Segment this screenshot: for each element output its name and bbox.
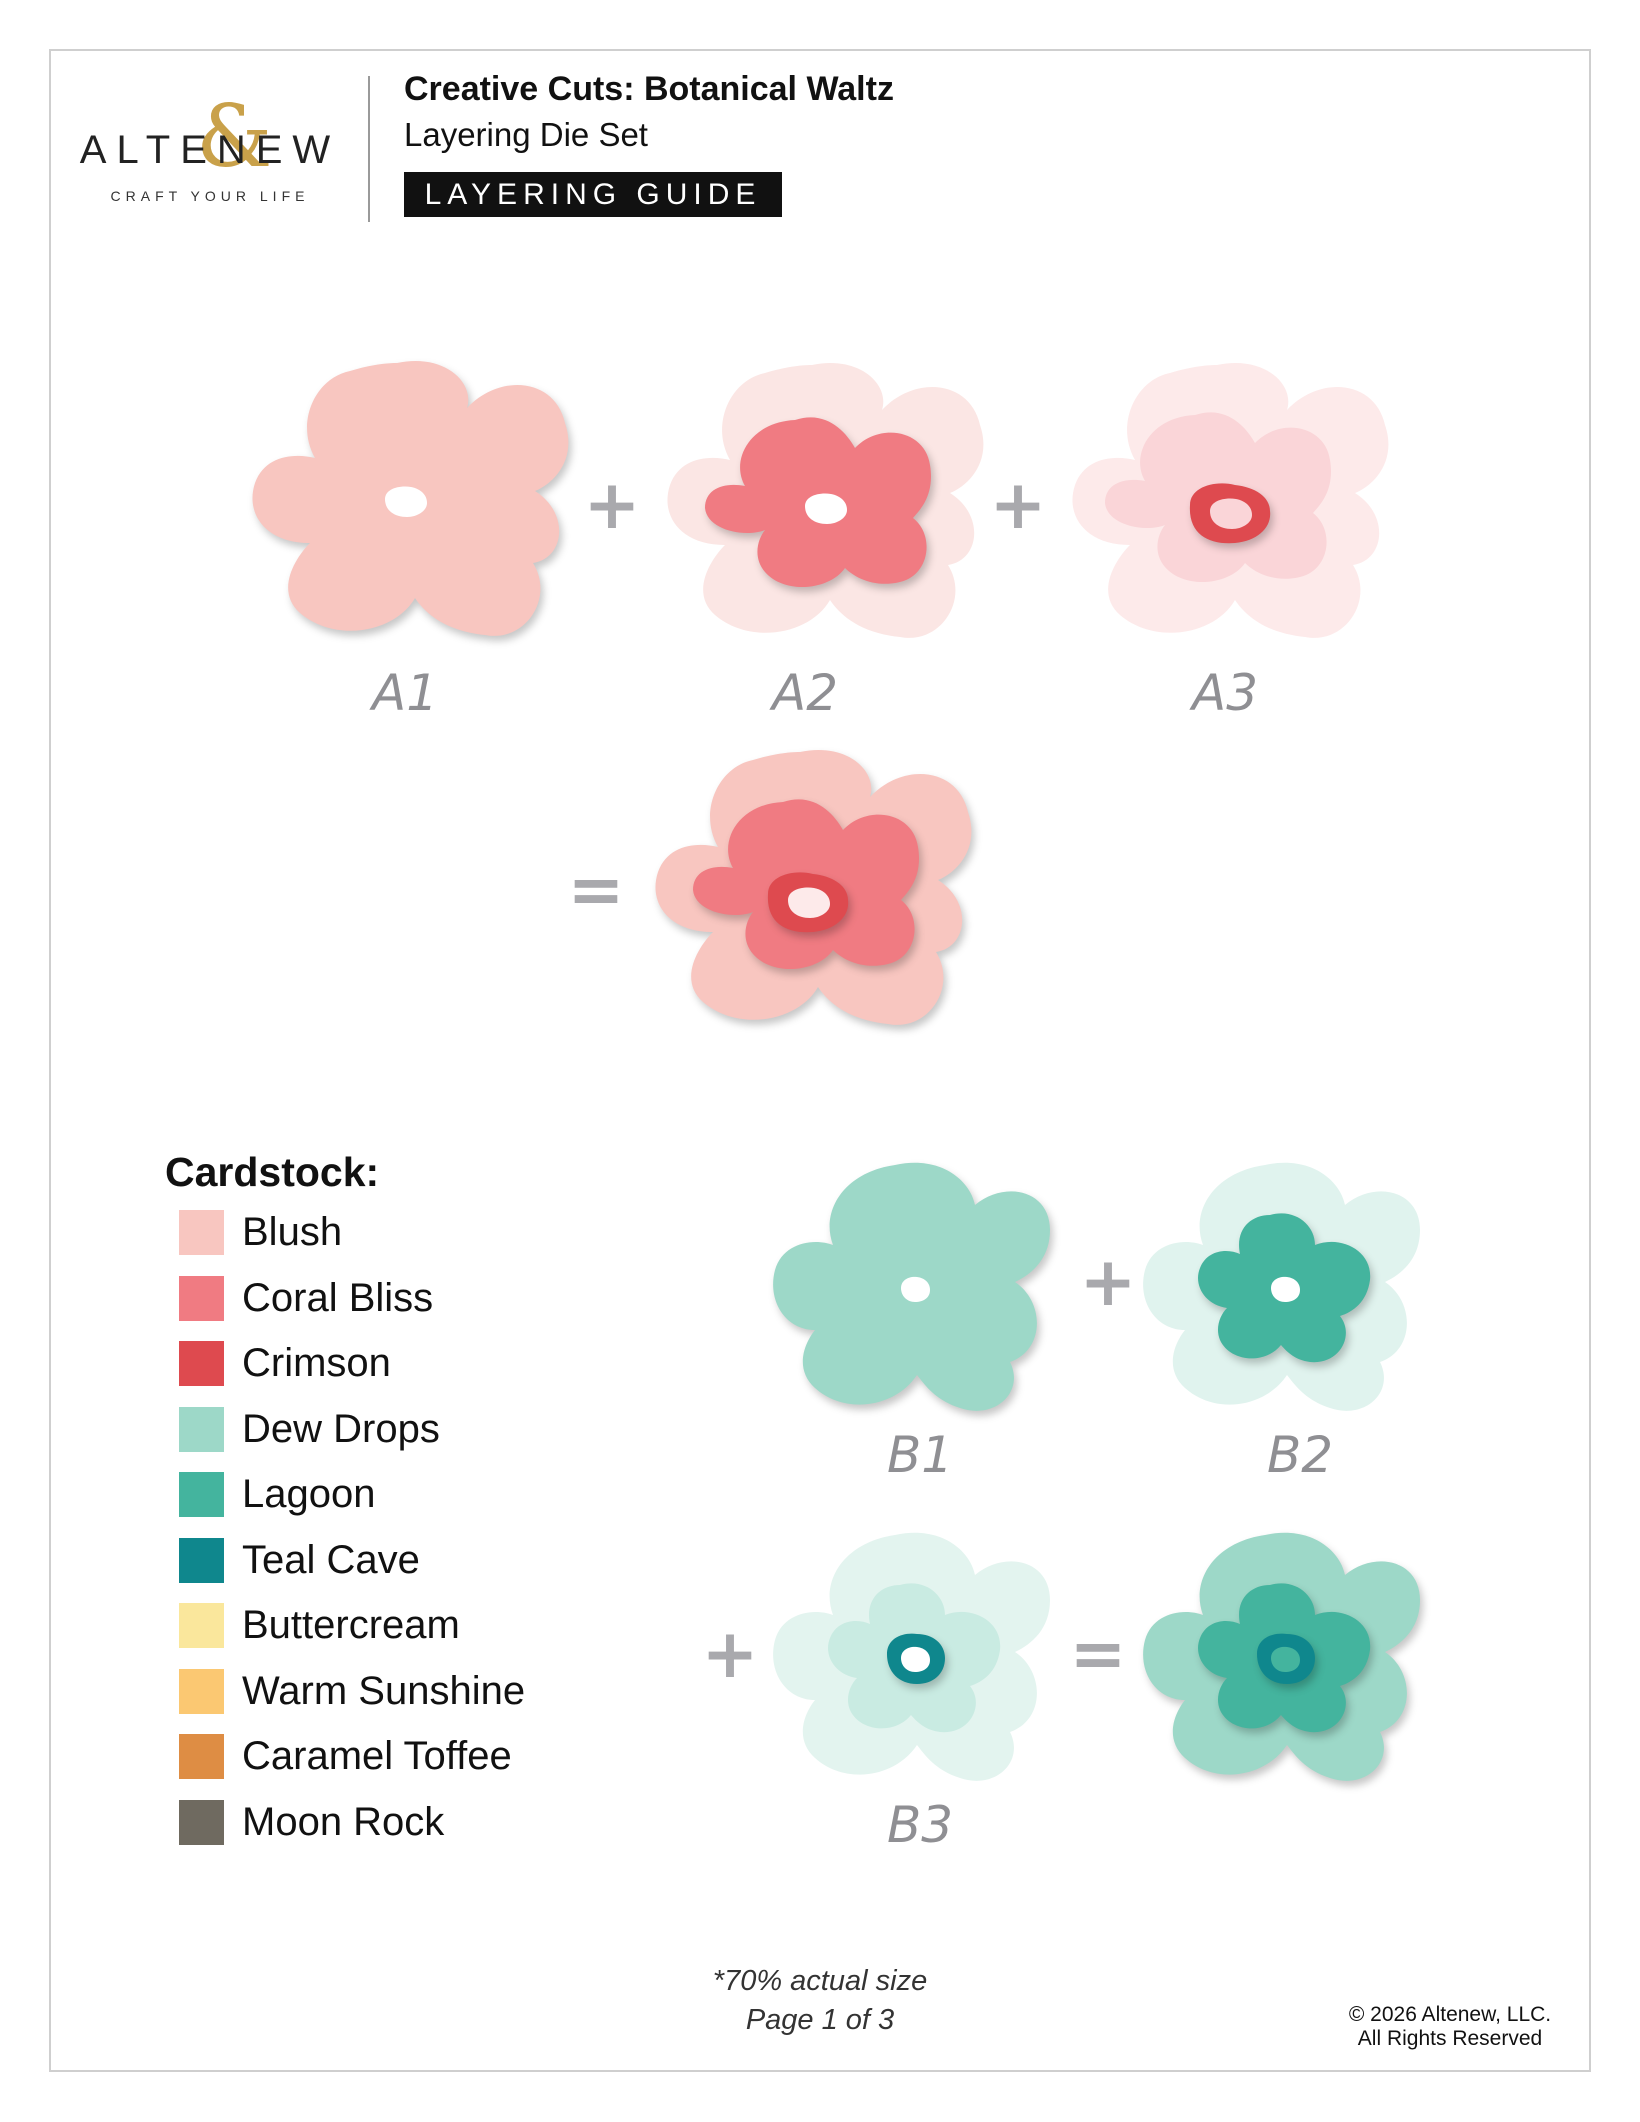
layer-label-b2: B2 — [1267, 1426, 1333, 1484]
cardstock-name: Teal Cave — [242, 1537, 420, 1582]
layer-label-a1: A1 — [369, 664, 438, 722]
flower-a1 — [252, 361, 569, 636]
cardstock-name: Blush — [242, 1210, 343, 1255]
logo-tagline: CRAFT YOUR LIFE — [110, 188, 310, 204]
rights-reserved: All Rights Reserved — [1357, 2027, 1543, 2050]
product-subtitle: Layering Die Set — [404, 116, 648, 153]
color-swatch — [179, 1537, 224, 1583]
flower-b-assembled — [1143, 1532, 1420, 1781]
cardstock-name: Lagoon — [242, 1472, 376, 1517]
cardstock-name: Moon Rock — [242, 1799, 445, 1844]
header-divider — [368, 76, 370, 222]
cardstock-name: Dew Drops — [242, 1406, 440, 1451]
color-swatch — [179, 1603, 224, 1649]
cardstock-item: Warm Sunshine — [165, 1659, 625, 1725]
color-swatch — [179, 1799, 224, 1845]
logo-wordmark: ALTENEW — [79, 128, 341, 172]
cardstock-legend: Cardstock: Blush Coral Bliss Crimson Dew Dr… — [165, 1148, 625, 1855]
cardstock-heading: Cardstock: — [165, 1149, 380, 1195]
flower-b1 — [773, 1162, 1050, 1411]
cardstock-item: Caramel Toffee — [165, 1724, 625, 1790]
cardstock-item: Crimson — [165, 1331, 625, 1397]
plus-sign: + — [584, 466, 641, 545]
color-swatch — [179, 1734, 224, 1780]
color-swatch — [179, 1341, 224, 1387]
color-swatch — [179, 1275, 224, 1321]
flower-b2 — [1143, 1162, 1420, 1411]
equals-sign: = — [1070, 1615, 1127, 1694]
plus-sign: + — [702, 1615, 759, 1694]
logo-monogram: & — [196, 87, 273, 187]
cardstock-name: Crimson — [242, 1341, 391, 1386]
copyright: © 2026 Altenew, LLC. — [1348, 2003, 1552, 2026]
color-swatch — [179, 1668, 224, 1714]
scale-note: *70% actual size — [712, 1965, 928, 1997]
cardstock-item: Dew Drops — [165, 1397, 625, 1463]
layering-guide-banner: LAYERING GUIDE — [404, 172, 782, 217]
page-number: Page 1 of 3 — [745, 2004, 895, 2036]
layer-label-a2: A2 — [769, 664, 838, 722]
layer-label-b1: B1 — [887, 1426, 953, 1484]
cardstock-name: Warm Sunshine — [242, 1668, 526, 1713]
cardstock-item: Teal Cave — [165, 1528, 625, 1594]
color-swatch — [179, 1472, 224, 1518]
cardstock-name: Caramel Toffee — [242, 1734, 512, 1779]
flower-b3 — [773, 1532, 1050, 1781]
altenew-logo: & ALTENEW CRAFT YOUR LIFE — [74, 90, 346, 210]
cardstock-list: Blush Coral Bliss Crimson Dew Drops Lagoon Te… — [165, 1200, 625, 1855]
flower-a3 — [1072, 363, 1389, 638]
color-swatch — [179, 1210, 224, 1256]
product-title: Creative Cuts: Botanical Waltz — [404, 70, 894, 108]
flower-a2 — [667, 363, 984, 638]
color-swatch — [179, 1406, 224, 1452]
cardstock-item: Lagoon — [165, 1462, 625, 1528]
page-frame — [49, 49, 1591, 2072]
cardstock-item: Blush — [165, 1200, 625, 1266]
layer-label-a3: A3 — [1189, 664, 1258, 722]
cardstock-item: Buttercream — [165, 1593, 625, 1659]
cardstock-name: Coral Bliss — [242, 1275, 434, 1320]
cardstock-item: Moon Rock — [165, 1790, 625, 1856]
flower-a-assembled — [655, 750, 972, 1025]
plus-sign: + — [990, 466, 1047, 545]
layer-label-b3: B3 — [887, 1796, 953, 1854]
equals-sign: = — [568, 851, 625, 930]
cardstock-item: Coral Bliss — [165, 1266, 625, 1332]
cardstock-name: Buttercream — [242, 1603, 460, 1648]
plus-sign: + — [1080, 1243, 1137, 1322]
